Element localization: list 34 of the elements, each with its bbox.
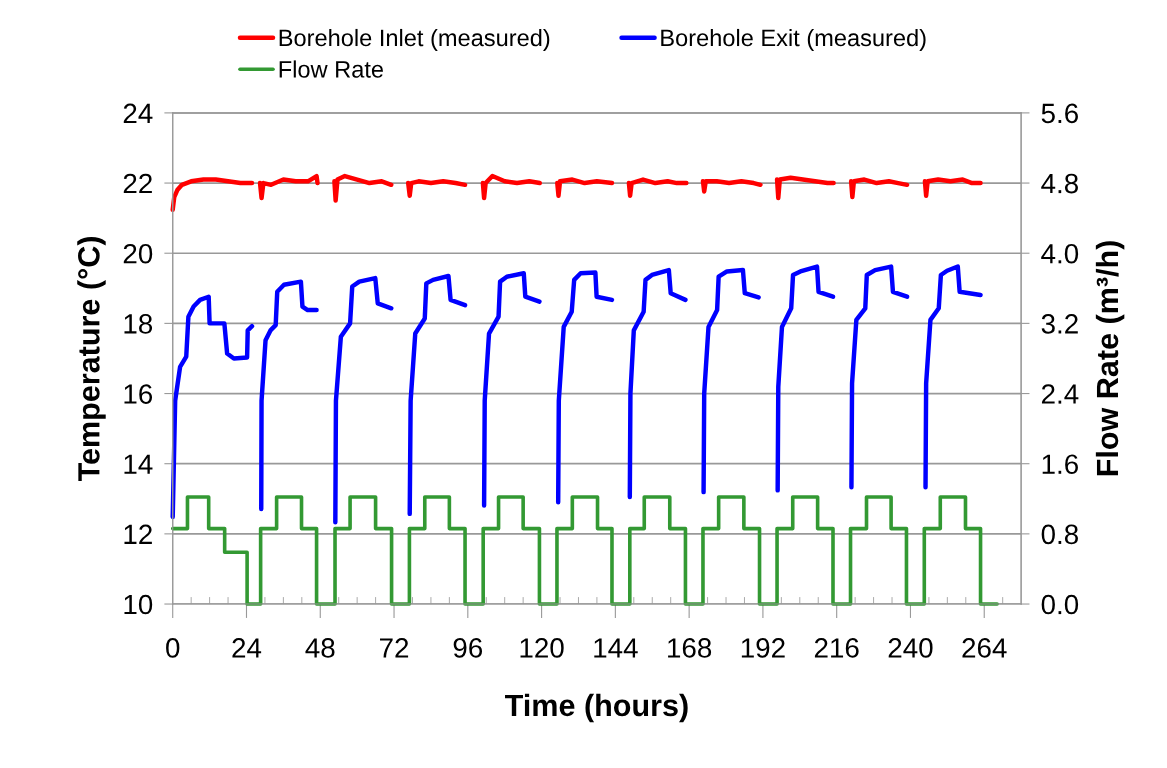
y2-tick-label: 4.0	[1041, 243, 1079, 264]
x-tick-label: 240	[888, 638, 933, 658]
y2-tick-label: 0.8	[1041, 524, 1078, 545]
y-tick-label: 24	[123, 103, 153, 123]
y2-tick-label: 4.8	[1041, 173, 1078, 194]
legend-label: Borehole Exit (measured)	[661, 28, 926, 51]
y-tick-label: 16	[124, 384, 153, 404]
y-tick-label: 10	[124, 594, 153, 615]
y2-tick-label: 0.0	[1041, 594, 1079, 615]
y-tick-label: 20	[123, 243, 153, 264]
x-tick-label: 120	[520, 638, 564, 658]
x-tick-label: 144	[594, 638, 638, 658]
y-tick-label: 14	[124, 454, 153, 474]
y2-axis-title: Flow Rate (m³/h)	[1095, 241, 1125, 476]
y-axis-title: Temperature (°C)	[77, 236, 106, 482]
y2-tick-label: 3.2	[1041, 314, 1078, 334]
x-axis-title: Time (hours)	[505, 693, 688, 723]
y-tick-label: 22	[123, 173, 152, 194]
legend-label: Borehole Inlet (measured)	[279, 28, 550, 51]
y2-tick-label: 5.6	[1041, 103, 1078, 124]
x-tick-label: 0	[166, 638, 180, 658]
y-tick-label: 18	[124, 314, 153, 334]
y2-tick-label: 2.4	[1041, 384, 1079, 404]
x-tick-label: 264	[962, 638, 1007, 658]
y-tick-label: 12	[124, 524, 152, 544]
x-tick-label: 48	[305, 638, 335, 658]
x-tick-label: 96	[453, 638, 483, 658]
x-tick-label: 168	[668, 638, 712, 658]
x-tick-label: 192	[741, 638, 785, 658]
x-tick-label: 24	[232, 638, 262, 658]
legend-label: Flow Rate	[279, 60, 383, 78]
y2-tick-label: 1.6	[1042, 454, 1078, 475]
x-tick-label: 216	[814, 638, 859, 658]
x-tick-label: 72	[380, 638, 409, 658]
